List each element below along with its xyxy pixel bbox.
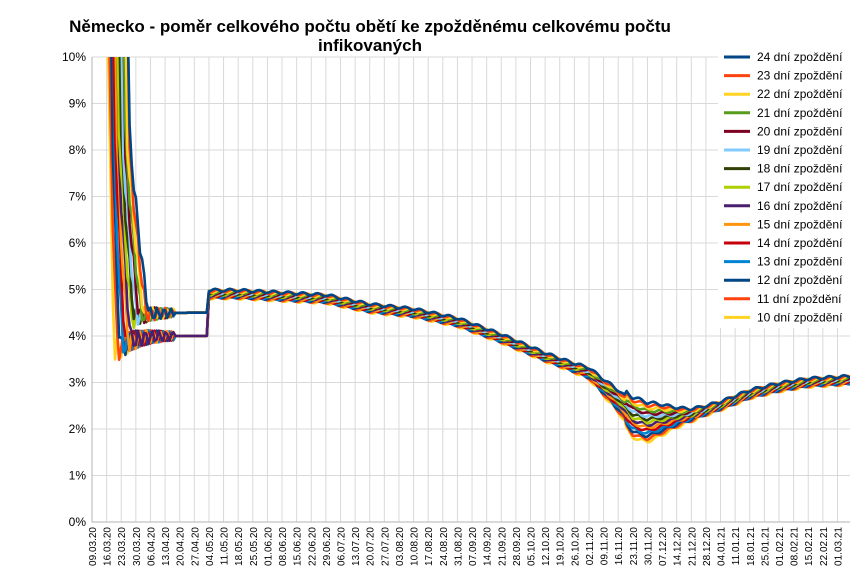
x-tick-label: 16.11.20 bbox=[614, 527, 625, 566]
chart-title-line1: Německo - poměr celkového počtu obětí ke… bbox=[69, 17, 671, 36]
x-tick-label: 01.02.21 bbox=[775, 527, 786, 566]
x-axis-ticks: 09.03.20 16.03.20 23.03.20 30.03.20 06.04.20… bbox=[88, 527, 844, 566]
x-tick-label: 20.04.20 bbox=[176, 527, 187, 566]
x-tick-label: 12.10.20 bbox=[541, 527, 552, 566]
x-tick-label: 27.04.20 bbox=[190, 527, 201, 566]
y-tick-label: 8% bbox=[69, 143, 87, 157]
legend-label: 17 dní zpoždění bbox=[757, 180, 843, 194]
x-tick-label: 28.12.20 bbox=[702, 527, 713, 566]
x-tick-label: 24.08.20 bbox=[439, 527, 450, 566]
legend-label: 11 dní zpoždění bbox=[757, 292, 842, 306]
x-tick-label: 15.06.20 bbox=[293, 527, 304, 566]
legend-label: 18 dní zpoždění bbox=[757, 162, 843, 176]
x-tick-label: 11.05.20 bbox=[220, 527, 231, 566]
x-tick-label: 08.06.20 bbox=[278, 527, 289, 566]
x-tick-label: 14.12.20 bbox=[673, 527, 684, 566]
x-tick-label: 06.07.20 bbox=[336, 527, 347, 566]
y-tick-label: 6% bbox=[69, 236, 87, 250]
x-tick-label: 01.03.21 bbox=[833, 527, 844, 566]
legend-label: 22 dní zpoždění bbox=[757, 87, 843, 101]
chart-title-line2: infikovaných bbox=[318, 36, 422, 55]
x-tick-label: 02.11.20 bbox=[585, 527, 596, 566]
x-tick-label: 22.02.21 bbox=[819, 527, 830, 566]
y-tick-label: 10% bbox=[62, 50, 86, 64]
x-tick-label: 20.07.20 bbox=[366, 527, 377, 566]
x-tick-label: 30.03.20 bbox=[132, 527, 143, 566]
y-tick-label: 7% bbox=[69, 190, 87, 204]
x-tick-label: 28.09.20 bbox=[512, 527, 523, 566]
x-tick-label: 06.04.20 bbox=[146, 527, 157, 566]
legend-label: 19 dní zpoždění bbox=[757, 143, 843, 157]
x-tick-label: 19.10.20 bbox=[556, 527, 567, 566]
series-line-24-days bbox=[127, 57, 850, 412]
x-tick-label: 23.11.20 bbox=[629, 527, 640, 566]
x-tick-label: 04.01.21 bbox=[717, 527, 728, 566]
x-tick-label: 16.03.20 bbox=[103, 527, 114, 566]
x-tick-label: 21.09.20 bbox=[497, 527, 508, 566]
x-tick-label: 09.11.20 bbox=[600, 527, 611, 566]
x-tick-label: 15.02.21 bbox=[804, 527, 815, 566]
legend-label: 21 dní zpoždění bbox=[757, 106, 843, 120]
legend-label: 24 dní zpoždění bbox=[757, 50, 843, 64]
x-tick-label: 27.07.20 bbox=[380, 527, 391, 566]
x-tick-label: 13.04.20 bbox=[161, 527, 172, 566]
legend-label: 16 dní zpoždění bbox=[757, 199, 843, 213]
x-tick-label: 25.05.20 bbox=[249, 527, 260, 566]
x-tick-label: 29.06.20 bbox=[322, 527, 333, 566]
y-tick-label: 0% bbox=[69, 515, 87, 529]
legend-label: 15 dní zpoždění bbox=[757, 217, 843, 231]
legend-label: 10 dní zpoždění bbox=[757, 310, 843, 324]
y-tick-label: 3% bbox=[69, 376, 87, 390]
x-tick-label: 01.06.20 bbox=[263, 527, 274, 566]
y-tick-label: 9% bbox=[69, 97, 87, 111]
x-tick-label: 21.12.20 bbox=[687, 527, 698, 566]
y-tick-label: 4% bbox=[69, 329, 87, 343]
x-tick-label: 07.12.20 bbox=[658, 527, 669, 566]
x-tick-label: 03.08.20 bbox=[395, 527, 406, 566]
x-tick-label: 30.11.20 bbox=[643, 527, 654, 566]
x-tick-label: 13.07.20 bbox=[351, 527, 362, 566]
legend-label: 23 dní zpoždění bbox=[757, 69, 843, 83]
x-tick-label: 26.10.20 bbox=[570, 527, 581, 566]
x-tick-label: 07.09.20 bbox=[468, 527, 479, 566]
x-tick-label: 23.03.20 bbox=[117, 527, 128, 566]
y-axis-ticks: 0% 1% 2% 3% 4% 5% 6% 7% 8% 9% 10% bbox=[62, 50, 86, 529]
legend: 24 dní zpoždění 23 dní zpoždění 22 dní zpo… bbox=[718, 44, 850, 328]
x-tick-label: 08.02.21 bbox=[790, 527, 801, 566]
legend-label: 13 dní zpoždění bbox=[757, 255, 843, 269]
x-tick-label: 22.06.20 bbox=[307, 527, 318, 566]
x-tick-label: 14.09.20 bbox=[483, 527, 494, 566]
y-tick-label: 5% bbox=[69, 283, 87, 297]
x-tick-label: 10.08.20 bbox=[410, 527, 421, 566]
x-tick-label: 17.08.20 bbox=[424, 527, 435, 566]
x-tick-label: 18.05.20 bbox=[234, 527, 245, 566]
legend-label: 14 dní zpoždění bbox=[757, 236, 843, 250]
x-tick-label: 18.01.21 bbox=[746, 527, 757, 566]
y-tick-label: 2% bbox=[69, 422, 87, 436]
x-tick-label: 31.08.20 bbox=[453, 527, 464, 566]
x-tick-label: 05.10.20 bbox=[527, 527, 538, 566]
y-tick-label: 1% bbox=[69, 469, 87, 483]
x-tick-label: 25.01.21 bbox=[760, 527, 771, 566]
legend-label: 20 dní zpoždění bbox=[757, 124, 843, 138]
x-tick-label: 09.03.20 bbox=[88, 527, 99, 566]
legend-label: 12 dní zpoždění bbox=[757, 273, 843, 287]
x-tick-label: 04.05.20 bbox=[205, 527, 216, 566]
plot-area bbox=[106, 57, 850, 444]
x-tick-label: 11.01.21 bbox=[731, 527, 742, 566]
